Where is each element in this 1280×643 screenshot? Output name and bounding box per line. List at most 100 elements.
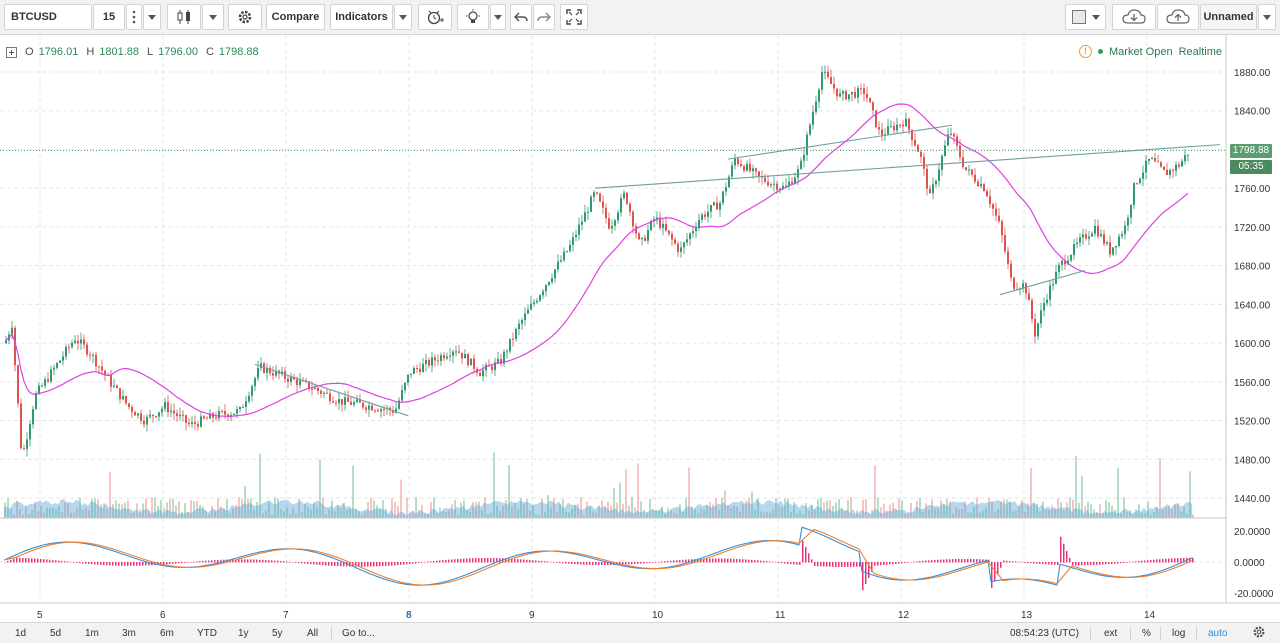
volume-bar	[202, 506, 204, 518]
volume-bar	[49, 508, 51, 518]
macd-histogram-bar	[400, 562, 402, 565]
volume-bar	[1108, 502, 1110, 518]
trendlines-layer[interactable]	[0, 124, 1226, 417]
volume-bar	[817, 499, 819, 518]
range-3m[interactable]: 3m	[122, 628, 136, 639]
alert-icon[interactable]	[418, 4, 452, 30]
macd-histogram-bar	[343, 562, 345, 567]
macd-histogram-bar	[1015, 561, 1017, 563]
range-1m[interactable]: 1m	[85, 628, 99, 639]
volume-bar	[670, 509, 672, 518]
warning-icon[interactable]: !	[1079, 45, 1092, 58]
range-ytd[interactable]: YTD	[197, 628, 217, 639]
interval-dropdown-button[interactable]	[143, 4, 161, 30]
auto-scale-toggle[interactable]: auto	[1208, 628, 1228, 639]
cloud-upload-icon[interactable]	[1157, 4, 1199, 30]
macd-histogram-bar	[367, 562, 369, 567]
volume-bar	[544, 512, 546, 518]
candles-icon[interactable]	[167, 4, 201, 30]
volume-bar	[919, 498, 921, 518]
candle-body	[515, 328, 517, 340]
range-all[interactable]: All	[307, 628, 319, 639]
redo-icon[interactable]	[533, 4, 555, 30]
macd-histogram-bar	[208, 560, 210, 563]
range-6m[interactable]: 6m	[160, 628, 174, 639]
undo-icon[interactable]	[510, 4, 532, 30]
candle-body	[209, 413, 211, 419]
volume-bar	[844, 510, 846, 518]
volume-bar	[328, 509, 330, 518]
range-1d[interactable]: 1d	[15, 628, 27, 639]
clock-label[interactable]: 08:54:23 (UTC)	[1010, 628, 1079, 639]
cloud-download-icon[interactable]	[1112, 4, 1156, 30]
macd-histogram-bar	[181, 562, 183, 564]
macd-histogram-bar	[919, 561, 921, 563]
indicators-button[interactable]: Indicators	[330, 4, 393, 30]
candle-body	[437, 360, 439, 362]
fullscreen-icon[interactable]	[560, 4, 588, 30]
macd-histogram-bar	[871, 562, 873, 572]
macd-histogram-bar	[460, 558, 462, 563]
volume-bar	[988, 497, 990, 518]
candle-body	[875, 110, 877, 128]
symbol-search-input[interactable]: BTCUSD	[4, 4, 92, 30]
macd-histogram-bar	[430, 561, 432, 563]
candle-body	[722, 191, 724, 203]
indicators-dropdown-button[interactable]	[394, 4, 412, 30]
candle-body	[215, 417, 217, 419]
goto-date-button[interactable]: Go to...	[342, 628, 375, 639]
macd-histogram-bar	[586, 562, 588, 565]
macd-histogram-bar	[220, 559, 222, 563]
volume-bar	[625, 469, 627, 518]
volume-bar	[460, 502, 462, 518]
idea-bulb-icon[interactable]	[457, 4, 489, 30]
log-scale-toggle[interactable]: log	[1172, 628, 1186, 639]
interval-label: 15	[102, 11, 116, 23]
layout-dropdown-button[interactable]	[1258, 4, 1276, 30]
ideas-dropdown-button[interactable]	[490, 4, 506, 30]
volume-bar	[664, 513, 666, 518]
volume-bar	[370, 497, 372, 518]
volume-bar	[316, 507, 318, 518]
macd-histogram-bar	[46, 559, 48, 563]
volume-bar	[4, 502, 6, 518]
volume-bar	[358, 511, 360, 518]
compare-button[interactable]: Compare	[266, 4, 325, 30]
macd-histogram-bar	[823, 562, 825, 567]
volume-bar	[109, 472, 111, 518]
macd-histogram-bar	[280, 560, 282, 563]
ext-hours-toggle[interactable]: ext	[1104, 628, 1118, 639]
range-5y[interactable]: 5y	[272, 628, 283, 639]
macd-histogram-bar	[658, 561, 660, 563]
range-1y[interactable]: 1y	[238, 628, 249, 639]
chart-type-dropdown-button[interactable]	[202, 4, 224, 30]
volume-bar	[565, 511, 567, 518]
chart-layout-button[interactable]	[1065, 4, 1106, 30]
range-5d[interactable]: 5d	[50, 628, 62, 639]
volume-bar	[484, 497, 486, 518]
gear-icon[interactable]	[228, 4, 262, 30]
volume-bar	[796, 513, 798, 518]
interval-button[interactable]: 15	[93, 4, 125, 30]
macd-histogram-bar	[1054, 562, 1056, 565]
candle-body	[692, 231, 694, 234]
candle-body	[92, 354, 94, 356]
volume-bar	[802, 514, 804, 518]
percent-scale-toggle[interactable]: %	[1142, 628, 1151, 639]
gear-icon[interactable]	[1252, 625, 1266, 639]
macd-histogram-bar	[484, 557, 486, 563]
chart-canvas[interactable]: 1880.001840.001800.001760.001720.001680.…	[0, 35, 1280, 622]
divider	[1130, 627, 1131, 640]
candle-body	[632, 211, 634, 227]
volume-bar	[382, 500, 384, 518]
legend-toggle-icon[interactable]	[6, 46, 17, 58]
candle-body	[1055, 271, 1057, 284]
volume-bar	[706, 505, 708, 518]
volume-bar	[967, 512, 969, 518]
divider	[1160, 627, 1161, 640]
macd-histogram-bar	[625, 562, 627, 565]
chevron-down-icon	[148, 14, 156, 20]
interval-more-icon[interactable]	[126, 4, 142, 30]
layout-name-button[interactable]: Unnamed	[1200, 4, 1257, 30]
macd-histogram-bar	[868, 562, 870, 578]
